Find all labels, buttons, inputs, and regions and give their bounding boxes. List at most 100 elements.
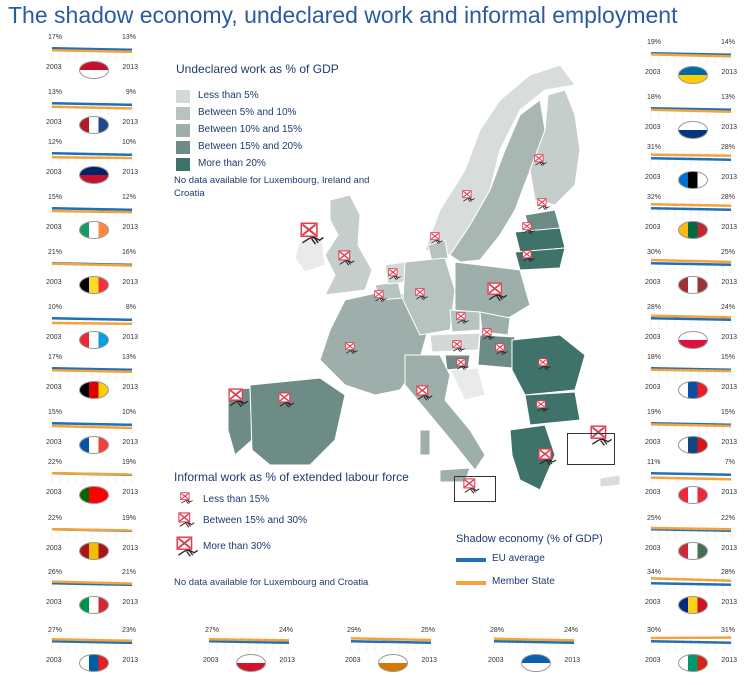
year-end: 2013 (122, 279, 138, 286)
eu-average-line (650, 366, 732, 372)
legend-gdp-label: Between 10% and 15% (198, 124, 302, 135)
mini-chart-germany: 17% 13% 2003 2013 (46, 354, 138, 405)
year-start: 2003 (645, 439, 661, 446)
mini-chart-poland: 28% 24% 2003 2013 (645, 304, 737, 355)
year-start: 2003 (645, 657, 661, 664)
mini-chart-belgium: 21% 16% 2003 2013 (46, 249, 138, 300)
flag-icon (79, 166, 109, 184)
legend-informal-item-1: Less than 15% (203, 494, 270, 505)
eu-average-line (51, 639, 133, 645)
year-start: 2003 (46, 657, 62, 664)
mini-chart-bulgaria: 30% 31% 2003 2013 (645, 627, 737, 678)
mini-chart-svg (51, 46, 133, 59)
value-2013: 24% (563, 627, 578, 634)
year-end: 2013 (721, 657, 737, 664)
value-2003: 29% (347, 627, 362, 634)
year-end: 2013 (721, 279, 737, 286)
handshake-medium-icon (178, 512, 195, 528)
mini-chart-luxembourg: 10% 8% 2003 2013 (46, 304, 138, 355)
mini-chart-cyprus: 29% 25% 2003 2013 (345, 627, 437, 678)
map-handshake-icon (522, 222, 535, 235)
mini-chart-svg (650, 636, 732, 652)
value-2003: 17% (48, 34, 63, 41)
year-start: 2003 (345, 657, 361, 664)
map-handshake-icon (536, 400, 549, 413)
map-handshake-icon (415, 288, 428, 301)
map-croatia (449, 367, 486, 401)
legend-eu-swatch (456, 558, 486, 562)
flag-icon (79, 221, 109, 239)
member-state-line (51, 262, 133, 267)
eu-average-line (650, 261, 732, 267)
map-handshake-icon (456, 312, 469, 325)
value-2003: 32% (647, 194, 662, 201)
map-portugal (227, 387, 253, 456)
mini-chart-svg (51, 206, 133, 219)
legend-gdp-swatch (176, 158, 190, 171)
flag-icon (521, 654, 551, 672)
value-2003: 27% (48, 627, 63, 634)
flag-icon (678, 381, 708, 399)
eu-average-line (650, 206, 732, 212)
legend-gdp-label: More than 20% (198, 158, 266, 169)
mini-chart-svg (650, 258, 732, 274)
map-handshake-icon (388, 268, 401, 281)
flag-icon (678, 331, 708, 349)
member-state-line (650, 526, 732, 531)
year-end: 2013 (279, 657, 295, 664)
member-state-line (650, 476, 732, 481)
member-state-line (650, 202, 732, 208)
mini-chart-svg (650, 526, 732, 540)
mini-chart-svg (51, 151, 133, 164)
value-2013: 9% (125, 89, 136, 96)
year-start: 2003 (46, 599, 62, 606)
eu-average-line (650, 527, 732, 533)
flag-icon (79, 596, 109, 614)
map-handshake-icon (300, 222, 324, 245)
eu-average-line (51, 421, 133, 427)
member-state-line (51, 155, 133, 160)
legend-shadow-title: Shadow economy (% of GDP) (456, 533, 603, 545)
legend-gdp-label: Between 5% and 10% (198, 107, 297, 118)
flag-icon (79, 486, 109, 504)
member-state-line (350, 637, 432, 642)
map-handshake-icon (416, 385, 433, 401)
mini-chart-svg (650, 106, 732, 119)
mini-chart-svg (51, 637, 133, 652)
value-2013: 24% (720, 304, 735, 311)
member-state-line (51, 637, 133, 643)
map-inset-box (567, 433, 615, 465)
handshake-small-icon (180, 492, 193, 505)
legend-gdp-note: No data available for Luxembourg, Irelan… (174, 175, 370, 199)
year-start: 2003 (46, 64, 62, 71)
mini-chart-portugal: 22% 19% 2003 2013 (46, 459, 138, 510)
mini-chart-estonia: 31% 28% 2003 2013 (645, 144, 737, 195)
map-ireland (294, 237, 326, 273)
value-2003: 30% (647, 627, 662, 634)
value-2013: 13% (121, 34, 136, 41)
legend-ms-swatch (456, 581, 486, 585)
map-handshake-icon (537, 198, 550, 211)
year-start: 2003 (645, 224, 661, 231)
mini-chart-svg (51, 579, 133, 594)
mini-chart-svg (51, 261, 133, 274)
map-handshake-icon (590, 425, 612, 446)
legend-gdp-swatch (176, 107, 190, 120)
value-2003: 22% (48, 459, 63, 466)
flag-icon (678, 171, 708, 189)
mini-chart-finland: 18% 13% 2003 2013 (645, 94, 737, 145)
map-romania (511, 334, 586, 396)
mini-chart-svg (650, 471, 732, 484)
flag-icon (678, 66, 708, 84)
mini-chart-ireland: 15% 12% 2003 2013 (46, 194, 138, 245)
flag-icon (79, 381, 109, 399)
value-2003: 30% (647, 249, 662, 256)
map-italy (404, 354, 486, 471)
mini-chart-france: 15% 10% 2003 2013 (46, 409, 138, 460)
year-start: 2003 (645, 69, 661, 76)
eu-average-line (51, 581, 133, 587)
year-start: 2003 (645, 599, 661, 606)
legend-eu-label: EU average (492, 553, 545, 564)
year-start: 2003 (46, 279, 62, 286)
year-start: 2003 (46, 224, 62, 231)
